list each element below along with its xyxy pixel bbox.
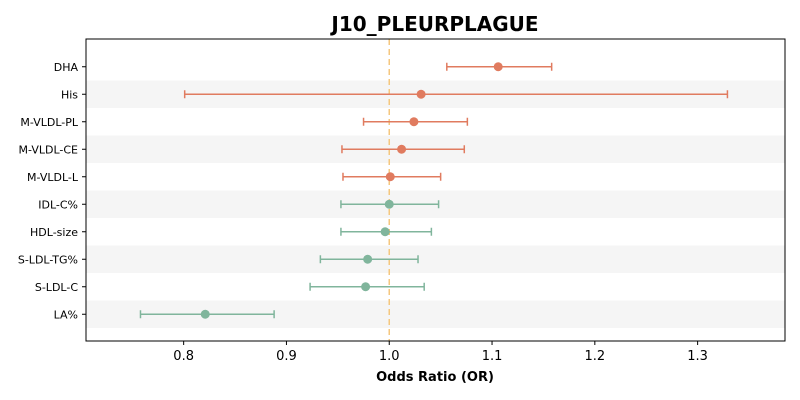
or-point <box>409 117 419 127</box>
odds-ratio-points <box>200 62 503 319</box>
y-tick-label: IDL-C% <box>38 198 78 211</box>
or-point <box>363 254 373 264</box>
plot-frame <box>85 38 786 342</box>
y-tick-label: M-VLDL-CE <box>19 143 79 156</box>
or-point <box>416 89 426 99</box>
x-tick-label: 0.9 <box>276 349 297 364</box>
y-tick-label: DHA <box>54 61 79 74</box>
x-axis: 0.8 0.9 1.0 1.1 1.2 1.3 <box>173 341 708 364</box>
y-tick-label: M-VLDL-PL <box>20 116 78 129</box>
or-point <box>384 199 394 209</box>
or-point <box>200 309 210 319</box>
chart-title: J10_PLEURPLAGUE <box>329 12 538 36</box>
or-point <box>493 62 503 72</box>
or-point <box>361 282 371 292</box>
y-tick-label: S-LDL-C <box>35 281 78 294</box>
x-tick-label: 1.2 <box>584 349 605 364</box>
y-tick-label: M-VLDL-L <box>27 171 79 184</box>
or-point <box>397 144 407 154</box>
or-point <box>380 227 390 237</box>
row-band <box>86 245 785 273</box>
y-tick-label: His <box>61 88 78 101</box>
x-tick-label: 1.3 <box>687 349 708 364</box>
y-tick-label: HDL-size <box>30 226 78 239</box>
y-tick-label: LA% <box>54 308 78 321</box>
x-tick-label: 1.0 <box>379 349 400 364</box>
x-tick-label: 0.8 <box>173 349 194 364</box>
y-tick-label: S-LDL-TG% <box>18 253 78 266</box>
y-axis: DHA His M-VLDL-PL M-VLDL-CE M-VLDL-L IDL-C% HD… <box>18 61 86 321</box>
x-tick-label: 1.1 <box>482 349 503 364</box>
x-axis-label: Odds Ratio (OR) <box>376 370 494 385</box>
or-point <box>385 172 395 182</box>
